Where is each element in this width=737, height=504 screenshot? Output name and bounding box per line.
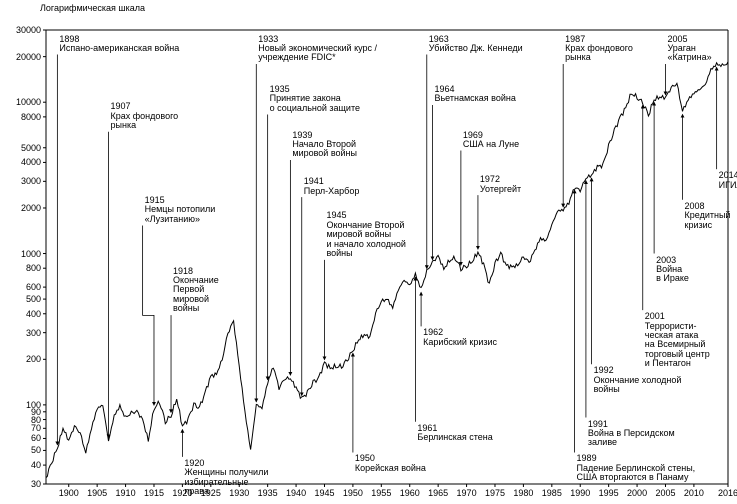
x-tick-label: 1945 xyxy=(314,488,334,498)
event-e1964: 1964 Вьетнамская война xyxy=(434,85,515,104)
y-tick-label: 800 xyxy=(26,263,41,273)
event-e1987: 1987 Крах фондового рынка xyxy=(565,35,633,63)
y-tick-label: 500 xyxy=(26,294,41,304)
event-e1907: 1907 Крах фондового рынка xyxy=(111,102,179,130)
x-tick-label: 1940 xyxy=(286,488,306,498)
event-e1992: 1992 Окончание холодной войны xyxy=(594,366,682,394)
event-e1972: 1972 Уотергейт xyxy=(480,175,521,194)
y-tick-label: 50 xyxy=(31,445,41,455)
event-e1941: 1941 Перл-Харбор xyxy=(304,177,360,196)
y-tick-label: 8000 xyxy=(21,112,41,122)
event-e1918: 1918 Окончание Первой мировой войны xyxy=(173,267,219,314)
x-tick-label: 1905 xyxy=(87,488,107,498)
y-tick-label: 200 xyxy=(26,354,41,364)
x-tick-label: 2000 xyxy=(627,488,647,498)
event-e2008: 2008 Кредитный кризис xyxy=(685,202,731,230)
event-e1991: 1991 Война в Персидском заливе xyxy=(588,420,675,448)
event-e2003: 2003 Война в Ираке xyxy=(656,256,689,284)
y-tick-label: 2000 xyxy=(21,203,41,213)
event-e1969: 1969 США на Луне xyxy=(463,131,519,150)
event-e2001: 2001 Террористи- ческая атака на Всемирн… xyxy=(645,312,710,369)
x-tick-label: 2016 xyxy=(718,488,737,498)
x-tick-label: 1975 xyxy=(485,488,505,498)
y-tick-label: 5000 xyxy=(21,143,41,153)
x-tick-label: 2005 xyxy=(655,488,675,498)
event-e1950: 1950 Корейская война xyxy=(355,454,426,473)
event-e1961: 1961 Берлинская стена xyxy=(417,424,492,443)
x-tick-label: 2010 xyxy=(684,488,704,498)
y-tick-label: 300 xyxy=(26,328,41,338)
x-tick-label: 1970 xyxy=(457,488,477,498)
event-e1935: 1935 Принятие закона о социальной защите xyxy=(270,85,360,113)
y-tick-label: 400 xyxy=(26,309,41,319)
event-arrow xyxy=(143,225,154,405)
event-e1939: 1939 Начало Второй мировой войны xyxy=(292,131,357,159)
event-e1945: 1945 Окончание Второй мировой войны и на… xyxy=(326,211,405,258)
x-tick-label: 1900 xyxy=(59,488,79,498)
y-axis-title: Логарифмическая шкала xyxy=(40,4,145,14)
y-tick-label: 600 xyxy=(26,282,41,292)
x-tick-label: 1950 xyxy=(343,488,363,498)
event-e1989: 1989 Падение Берлинской стены, США вторг… xyxy=(577,454,696,482)
x-tick-label: 1995 xyxy=(599,488,619,498)
event-e2014: 2014 ИГИЛ xyxy=(719,171,737,190)
x-tick-label: 1910 xyxy=(116,488,136,498)
x-tick-label: 1915 xyxy=(144,488,164,498)
timeline-chart: Логарифмическая шкала 304050607080901002… xyxy=(0,0,737,504)
x-tick-label: 1985 xyxy=(542,488,562,498)
event-e1915: 1915 Немцы потопили «Лузитанию» xyxy=(145,196,216,224)
x-tick-label: 1990 xyxy=(570,488,590,498)
y-tick-label: 100 xyxy=(26,400,41,410)
y-tick-label: 10000 xyxy=(16,97,41,107)
y-tick-label: 3000 xyxy=(21,176,41,186)
x-tick-label: 1960 xyxy=(400,488,420,498)
event-e1898: 1898 Испано-американская война xyxy=(59,35,179,54)
y-tick-label: 1000 xyxy=(21,249,41,259)
x-tick-label: 1980 xyxy=(513,488,533,498)
y-tick-label: 30 xyxy=(31,479,41,489)
y-tick-label: 4000 xyxy=(21,157,41,167)
event-e1963: 1963 Убийство Дж. Кеннеди xyxy=(429,35,523,54)
y-tick-label: 60 xyxy=(31,433,41,443)
y-tick-label: 30000 xyxy=(16,25,41,35)
event-e1920: 1920 Женщины получили избирательные прав… xyxy=(184,459,268,497)
event-e1962: 1962 Карибский кризис xyxy=(423,328,497,347)
y-tick-label: 20000 xyxy=(16,52,41,62)
event-e2005: 2005 Ураган «Катрина» xyxy=(667,35,711,63)
y-tick-label: 70 xyxy=(31,423,41,433)
y-tick-label: 40 xyxy=(31,460,41,470)
x-tick-label: 1965 xyxy=(428,488,448,498)
x-tick-label: 1955 xyxy=(371,488,391,498)
event-e1933: 1933 Новый экономический курс / учрежден… xyxy=(258,35,377,63)
